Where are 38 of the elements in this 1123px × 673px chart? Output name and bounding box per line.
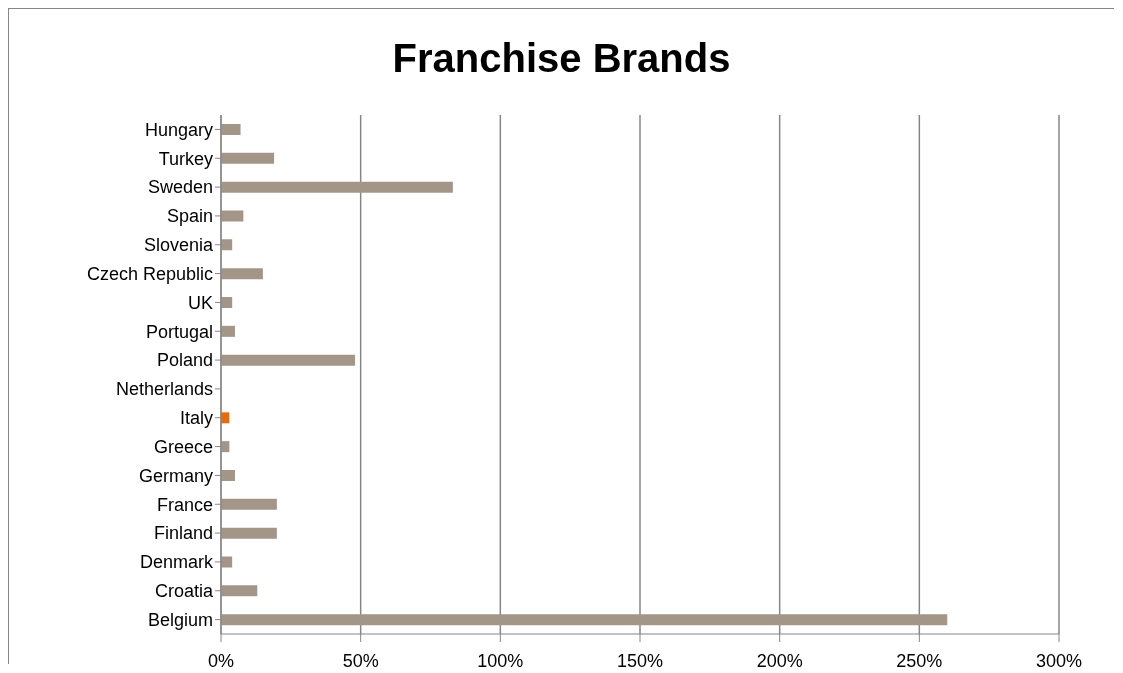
bar	[221, 124, 241, 135]
y-tick-label: Greece	[153, 436, 213, 457]
y-tick-label: Italy	[179, 408, 213, 429]
x-tick-label: 0%	[207, 650, 235, 671]
bar	[221, 354, 356, 366]
y-tick-label: Croatia	[154, 581, 214, 602]
x-tick-label: 150%	[616, 650, 664, 671]
y-tick-label: Slovenia	[143, 235, 214, 256]
bar	[221, 210, 244, 222]
y-tick-label: Belgium	[147, 609, 213, 630]
y-tick-label: Poland	[156, 350, 213, 371]
bar	[221, 268, 263, 280]
bar	[221, 152, 275, 164]
y-tick-label: UK	[187, 292, 213, 313]
y-tick-label: Spain	[166, 206, 213, 227]
y-tick-label: Turkey	[158, 148, 213, 169]
y-tick-label: Netherlands	[115, 379, 213, 400]
x-tick-label: 300%	[1035, 650, 1083, 671]
x-tick-label: 50%	[342, 650, 379, 671]
bar	[221, 585, 258, 597]
bar	[221, 527, 277, 539]
chart-title: Franchise Brands	[392, 36, 731, 80]
y-tick-label: Germany	[138, 465, 213, 486]
y-tick-label: Sweden	[147, 177, 213, 198]
y-tick-label: Finland	[153, 523, 213, 544]
y-tick-label: Denmark	[139, 552, 214, 573]
x-tick-label: 250%	[896, 650, 943, 671]
y-tick-label: Portugal	[145, 321, 213, 342]
x-tick-label: 100%	[477, 650, 524, 671]
y-tick-label: Hungary	[144, 119, 213, 140]
bar	[221, 614, 948, 626]
bar	[221, 498, 277, 510]
bar	[221, 181, 453, 193]
y-tick-label: France	[156, 494, 213, 515]
bar	[221, 325, 235, 337]
x-tick-label: 200%	[756, 650, 803, 671]
bar	[221, 470, 235, 481]
y-tick-label: Czech Republic	[86, 263, 213, 284]
